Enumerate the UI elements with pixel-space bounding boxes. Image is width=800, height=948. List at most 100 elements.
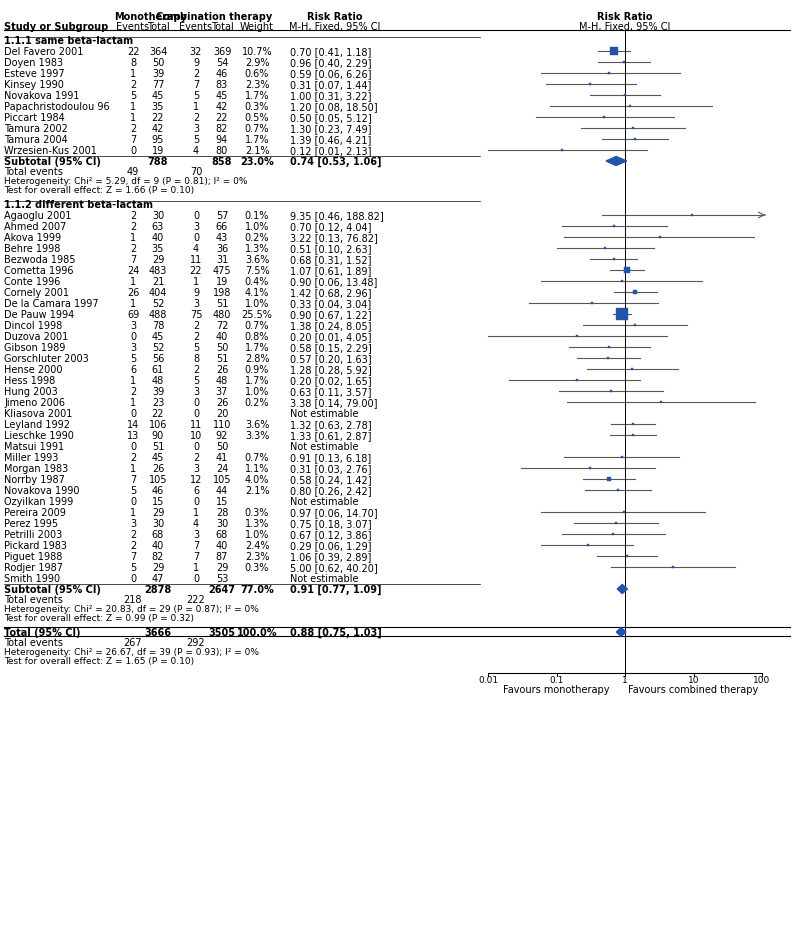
Text: 0: 0 [193,233,199,243]
Text: 80: 80 [216,146,228,156]
Text: 2: 2 [130,244,136,254]
Text: 50: 50 [216,442,228,452]
Text: 0.58 [0.15, 2.29]: 0.58 [0.15, 2.29] [290,343,372,353]
Text: 0.80 [0.26, 2.42]: 0.80 [0.26, 2.42] [290,486,372,496]
Text: 0.90 [0.67, 1.22]: 0.90 [0.67, 1.22] [290,310,372,320]
Text: 475: 475 [213,266,231,276]
Text: 0.9%: 0.9% [245,365,269,375]
Text: 0.70 [0.41, 1.18]: 0.70 [0.41, 1.18] [290,47,371,57]
Text: 0.31 [0.03, 2.76]: 0.31 [0.03, 2.76] [290,464,371,474]
Text: 1.0%: 1.0% [245,222,269,232]
Text: 218: 218 [124,595,142,605]
Text: 483: 483 [149,266,167,276]
Text: 46: 46 [216,69,228,79]
Text: 22: 22 [216,113,228,123]
Text: Petrilli 2003: Petrilli 2003 [4,530,62,540]
Text: 3: 3 [193,124,199,134]
Text: 1.7%: 1.7% [245,135,270,145]
Text: Risk Ratio: Risk Ratio [598,12,653,22]
Text: Risk Ratio: Risk Ratio [307,12,362,22]
Text: 70: 70 [190,167,202,177]
Text: 48: 48 [216,376,228,386]
Text: Kinsey 1990: Kinsey 1990 [4,80,64,90]
Text: 2: 2 [193,321,199,331]
Text: 1.1%: 1.1% [245,464,269,474]
Text: 7: 7 [130,135,136,145]
Text: 1.0%: 1.0% [245,530,269,540]
Text: 66: 66 [216,222,228,232]
Text: Not estimable: Not estimable [290,497,358,507]
Text: 0.88 [0.75, 1.03]: 0.88 [0.75, 1.03] [290,628,382,638]
Text: 100: 100 [754,676,770,685]
Text: 0.20 [0.01, 4.05]: 0.20 [0.01, 4.05] [290,332,371,342]
Text: 0.70 [0.12, 4.04]: 0.70 [0.12, 4.04] [290,222,371,232]
Text: 2: 2 [130,124,136,134]
Text: Total (95% CI): Total (95% CI) [4,628,81,638]
Text: Behre 1998: Behre 1998 [4,244,60,254]
Text: 29: 29 [152,563,164,573]
Text: 3666: 3666 [145,628,171,638]
Text: 0: 0 [193,574,199,584]
Text: 94: 94 [216,135,228,145]
Text: 83: 83 [216,80,228,90]
Text: 1.1.1 same beta-lactam: 1.1.1 same beta-lactam [4,36,133,46]
Text: 24: 24 [216,464,228,474]
Text: 1.3%: 1.3% [245,519,269,529]
Text: M-H, Fixed, 95% CI: M-H, Fixed, 95% CI [290,22,381,32]
Text: 1.7%: 1.7% [245,376,270,386]
Text: 2.9%: 2.9% [245,58,270,68]
Text: 36: 36 [216,244,228,254]
Text: 2: 2 [130,453,136,463]
Text: 105: 105 [213,475,231,485]
Text: 858: 858 [212,157,232,167]
Text: 7: 7 [193,552,199,562]
Text: Ahmed 2007: Ahmed 2007 [4,222,66,232]
Text: 23.0%: 23.0% [240,157,274,167]
Text: 5: 5 [193,343,199,353]
Text: 2: 2 [193,453,199,463]
Text: 49: 49 [127,167,139,177]
Text: 51: 51 [216,299,228,309]
Text: Wrzesien-Kus 2001: Wrzesien-Kus 2001 [4,146,97,156]
Text: Del Favero 2001: Del Favero 2001 [4,47,83,57]
Text: Total events: Total events [4,638,63,648]
Text: 30: 30 [152,519,164,529]
Text: 57: 57 [216,211,228,221]
Text: 39: 39 [152,387,164,397]
Text: 0.90 [0.06, 13.48]: 0.90 [0.06, 13.48] [290,277,378,287]
Text: 5: 5 [193,376,199,386]
Text: 369: 369 [213,47,231,57]
Text: 9.35 [0.46, 188.82]: 9.35 [0.46, 188.82] [290,211,384,221]
Text: 267: 267 [124,638,142,648]
Text: Norrby 1987: Norrby 1987 [4,475,65,485]
Text: 0.33 [0.04, 3.04]: 0.33 [0.04, 3.04] [290,299,371,309]
Text: Favours monotherapy: Favours monotherapy [503,685,610,695]
Text: 28: 28 [216,508,228,518]
Text: 3: 3 [130,321,136,331]
Text: 0.01: 0.01 [478,676,498,685]
Text: 3.6%: 3.6% [245,255,269,265]
Text: 77: 77 [152,80,164,90]
Text: Perez 1995: Perez 1995 [4,519,58,529]
Text: 25.5%: 25.5% [242,310,273,320]
Text: 11: 11 [190,420,202,430]
Text: De Pauw 1994: De Pauw 1994 [4,310,74,320]
Text: 45: 45 [152,453,164,463]
Text: Novakova 1990: Novakova 1990 [4,486,79,496]
Text: 4: 4 [193,519,199,529]
Text: 788: 788 [148,157,168,167]
Text: 1: 1 [193,508,199,518]
Text: 68: 68 [216,530,228,540]
Text: 0.2%: 0.2% [245,233,270,243]
Text: 61: 61 [152,365,164,375]
Text: Hung 2003: Hung 2003 [4,387,58,397]
Text: 37: 37 [216,387,228,397]
Text: 0.7%: 0.7% [245,124,270,134]
Text: 19: 19 [152,146,164,156]
Text: 7: 7 [193,541,199,551]
Text: 0.20 [0.02, 1.65]: 0.20 [0.02, 1.65] [290,376,372,386]
Text: 0.50 [0.05, 5.12]: 0.50 [0.05, 5.12] [290,113,372,123]
Text: 26: 26 [152,464,164,474]
Text: 0: 0 [130,442,136,452]
Text: Gorschluter 2003: Gorschluter 2003 [4,354,89,364]
